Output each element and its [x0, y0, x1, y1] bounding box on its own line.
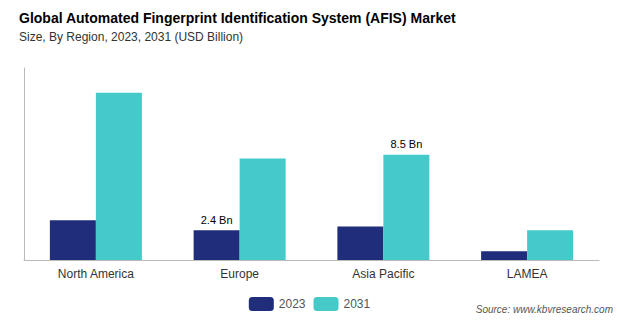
- svg-text:2031: 2031: [344, 297, 371, 311]
- svg-text:Source: www.kbvresearch.com: Source: www.kbvresearch.com: [476, 304, 613, 315]
- svg-text:8.5 Bn: 8.5 Bn: [390, 138, 422, 150]
- svg-text:2.4 Bn: 2.4 Bn: [201, 214, 233, 226]
- svg-text:Asia Pacific: Asia Pacific: [352, 267, 414, 281]
- svg-text:LAMEA: LAMEA: [507, 267, 548, 281]
- svg-text:Global Automated Fingerprint I: Global Automated Fingerprint Identificat…: [19, 10, 456, 26]
- svg-text:Europe: Europe: [220, 267, 259, 281]
- svg-text:Size, By Region, 2023, 2031 (U: Size, By Region, 2023, 2031 (USD Billion…: [19, 30, 243, 44]
- svg-text:2023: 2023: [279, 297, 306, 311]
- svg-text:North America: North America: [58, 267, 134, 281]
